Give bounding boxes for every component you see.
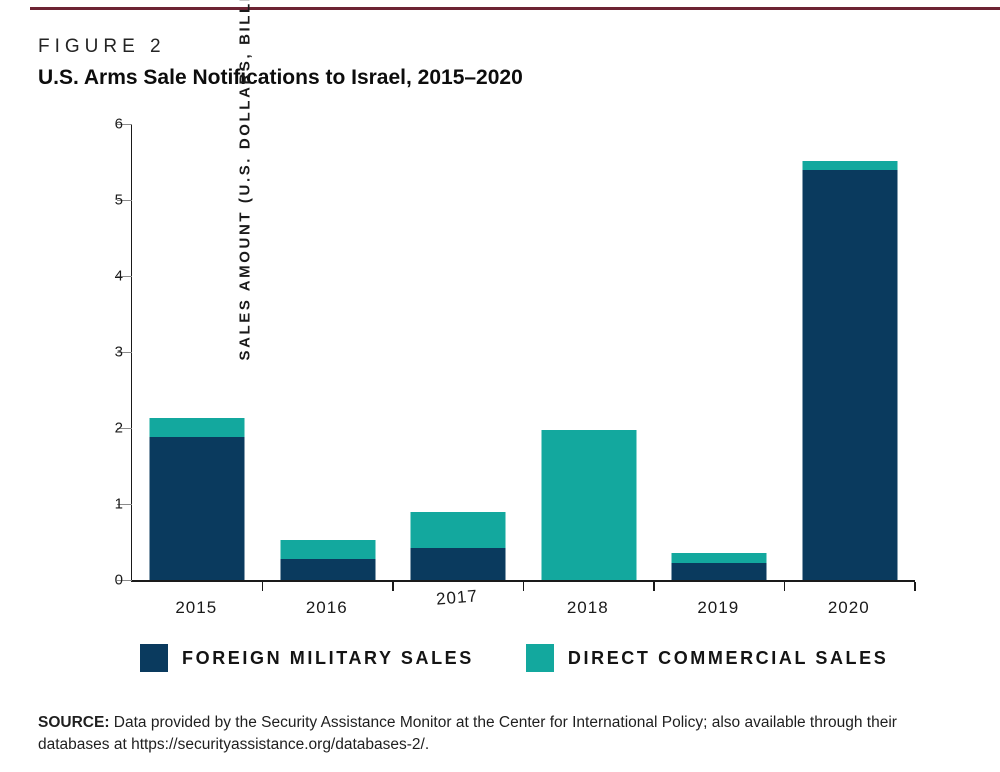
bar-2017 bbox=[393, 124, 524, 580]
chart-legend: FOREIGN MILITARY SALES DIRECT COMMERCIAL… bbox=[140, 644, 888, 672]
bar-segment-2015-fms bbox=[149, 437, 245, 580]
y-tick-4 bbox=[117, 275, 132, 277]
legend-item-fms: FOREIGN MILITARY SALES bbox=[140, 644, 474, 672]
bar-2020 bbox=[785, 124, 916, 580]
y-tick-0 bbox=[117, 579, 132, 581]
y-tick-label-0: 0 bbox=[114, 571, 123, 589]
bar-segment-2017-fms bbox=[410, 548, 506, 580]
x-tick-5 bbox=[783, 582, 786, 591]
y-tick-5 bbox=[117, 199, 132, 201]
bar-2018 bbox=[524, 124, 655, 580]
fms-color-swatch bbox=[140, 644, 168, 672]
y-tick-label-4: 4 bbox=[114, 267, 123, 285]
x-tick-4 bbox=[653, 582, 655, 591]
bar-2019 bbox=[654, 124, 785, 580]
fms-legend-label: FOREIGN MILITARY SALES bbox=[182, 647, 474, 668]
x-label-2017: 2017 bbox=[435, 586, 479, 609]
x-tick-6 bbox=[914, 582, 916, 591]
bar-segment-2016-fms bbox=[280, 558, 376, 580]
y-tick-label-1: 1 bbox=[114, 495, 123, 513]
bar-segment-2018-dcs bbox=[541, 430, 637, 580]
bar-segment-2020-fms bbox=[802, 170, 898, 580]
x-axis-labels: 2015 2016 2017 2018 2019 2020 bbox=[131, 582, 914, 622]
bar-2015 bbox=[132, 124, 263, 580]
y-tick-label-6: 6 bbox=[114, 115, 123, 133]
source-text: Data provided by the Security Assistance… bbox=[38, 714, 897, 754]
y-tick-label-5: 5 bbox=[114, 191, 123, 209]
bar-2016 bbox=[263, 124, 394, 580]
x-label-2016: 2016 bbox=[305, 598, 348, 617]
x-tick-3 bbox=[522, 582, 525, 591]
bar-segment-2019-dcs bbox=[671, 553, 767, 564]
x-label-2018: 2018 bbox=[566, 598, 609, 617]
bar-segment-2017-dcs bbox=[410, 512, 506, 549]
y-tick-3 bbox=[117, 351, 132, 353]
x-tick-1 bbox=[261, 582, 264, 591]
dcs-legend-label: DIRECT COMMERCIAL SALES bbox=[567, 647, 889, 668]
y-tick-1 bbox=[117, 503, 132, 505]
chart-title: U.S. Arms Sale Notifications to Israel, … bbox=[38, 66, 523, 89]
top-accent-rule bbox=[30, 7, 1000, 10]
bar-segment-2019-fms bbox=[671, 563, 767, 580]
plot-area: 0 1 2 3 4 5 6 bbox=[115, 116, 916, 591]
bar-segment-2020-dcs bbox=[802, 161, 898, 171]
y-tick-2 bbox=[117, 427, 132, 429]
y-tick-6 bbox=[117, 123, 132, 125]
bar-segment-2016-dcs bbox=[280, 539, 376, 559]
y-tick-label-3: 3 bbox=[114, 343, 123, 361]
dcs-color-swatch bbox=[525, 644, 554, 672]
y-tick-label-2: 2 bbox=[114, 419, 123, 437]
source-prefix: SOURCE: bbox=[38, 714, 110, 731]
x-label-2020: 2020 bbox=[827, 598, 870, 617]
bar-segment-2015-dcs bbox=[149, 418, 245, 438]
source-note: SOURCE: Data provided by the Security As… bbox=[38, 712, 963, 757]
x-label-2015: 2015 bbox=[175, 598, 218, 617]
x-label-2019: 2019 bbox=[697, 598, 740, 617]
legend-item-dcs: DIRECT COMMERCIAL SALES bbox=[525, 644, 889, 672]
x-tick-2 bbox=[392, 582, 394, 591]
figure-label: FIGURE 2 bbox=[38, 36, 166, 57]
